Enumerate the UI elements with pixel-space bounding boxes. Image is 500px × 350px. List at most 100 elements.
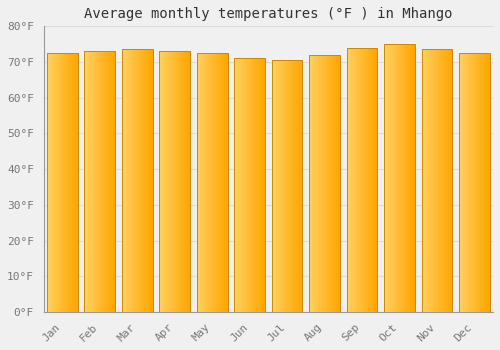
Bar — [166, 51, 167, 312]
Bar — [474, 53, 475, 312]
Bar — [160, 51, 161, 312]
Bar — [408, 44, 410, 312]
Bar — [142, 49, 144, 312]
Bar — [217, 53, 218, 312]
Bar — [385, 44, 386, 312]
Bar — [465, 53, 466, 312]
Bar — [109, 51, 110, 312]
Bar — [363, 48, 364, 312]
Bar — [106, 51, 107, 312]
Bar — [264, 58, 265, 312]
Bar — [444, 49, 446, 312]
Bar — [182, 51, 183, 312]
Bar — [135, 49, 136, 312]
Bar — [365, 48, 366, 312]
Bar — [163, 51, 164, 312]
Bar — [86, 51, 87, 312]
Bar — [390, 44, 391, 312]
Bar — [197, 53, 198, 312]
Bar — [427, 49, 428, 312]
Bar — [122, 49, 152, 312]
Bar — [210, 53, 212, 312]
Bar — [54, 53, 56, 312]
Bar — [291, 60, 292, 312]
Bar — [126, 49, 128, 312]
Bar — [402, 44, 404, 312]
Bar — [293, 60, 294, 312]
Bar — [148, 49, 149, 312]
Bar — [317, 55, 318, 312]
Bar — [398, 44, 400, 312]
Bar — [316, 55, 317, 312]
Bar — [227, 53, 228, 312]
Bar — [401, 44, 402, 312]
Bar — [296, 60, 297, 312]
Bar — [442, 49, 443, 312]
Bar — [324, 55, 326, 312]
Bar — [366, 48, 368, 312]
Bar — [423, 49, 424, 312]
Bar — [295, 60, 296, 312]
Bar — [88, 51, 89, 312]
Bar — [337, 55, 338, 312]
Bar — [52, 53, 53, 312]
Bar — [61, 53, 62, 312]
Bar — [168, 51, 170, 312]
Bar — [384, 44, 385, 312]
Bar — [285, 60, 286, 312]
Bar — [391, 44, 392, 312]
Bar — [362, 48, 363, 312]
Bar — [89, 51, 90, 312]
Bar — [122, 49, 124, 312]
Bar — [171, 51, 172, 312]
Bar — [292, 60, 294, 312]
Bar — [274, 60, 275, 312]
Bar — [53, 53, 54, 312]
Bar — [297, 60, 298, 312]
Bar — [213, 53, 214, 312]
Bar — [339, 55, 340, 312]
Bar — [436, 49, 437, 312]
Bar — [234, 58, 235, 312]
Bar — [422, 49, 423, 312]
Bar — [310, 55, 312, 312]
Bar — [320, 55, 322, 312]
Bar — [183, 51, 184, 312]
Bar — [174, 51, 176, 312]
Bar — [430, 49, 431, 312]
Bar — [129, 49, 130, 312]
Bar — [353, 48, 354, 312]
Bar — [438, 49, 439, 312]
Bar — [484, 53, 485, 312]
Bar — [145, 49, 146, 312]
Bar — [400, 44, 401, 312]
Bar — [104, 51, 106, 312]
Bar — [180, 51, 181, 312]
Bar — [170, 51, 171, 312]
Bar — [440, 49, 442, 312]
Bar — [242, 58, 244, 312]
Bar — [434, 49, 436, 312]
Bar — [476, 53, 478, 312]
Bar — [459, 53, 460, 312]
Bar — [375, 48, 376, 312]
Bar — [372, 48, 373, 312]
Bar — [184, 51, 185, 312]
Bar — [333, 55, 334, 312]
Bar — [50, 53, 51, 312]
Bar — [376, 48, 378, 312]
Bar — [95, 51, 96, 312]
Bar — [480, 53, 482, 312]
Bar — [132, 49, 134, 312]
Bar — [99, 51, 100, 312]
Bar — [87, 51, 88, 312]
Bar — [277, 60, 278, 312]
Bar — [430, 49, 432, 312]
Bar — [72, 53, 73, 312]
Bar — [186, 51, 187, 312]
Bar — [202, 53, 203, 312]
Bar — [64, 53, 66, 312]
Bar — [260, 58, 261, 312]
Bar — [249, 58, 250, 312]
Bar — [151, 49, 152, 312]
